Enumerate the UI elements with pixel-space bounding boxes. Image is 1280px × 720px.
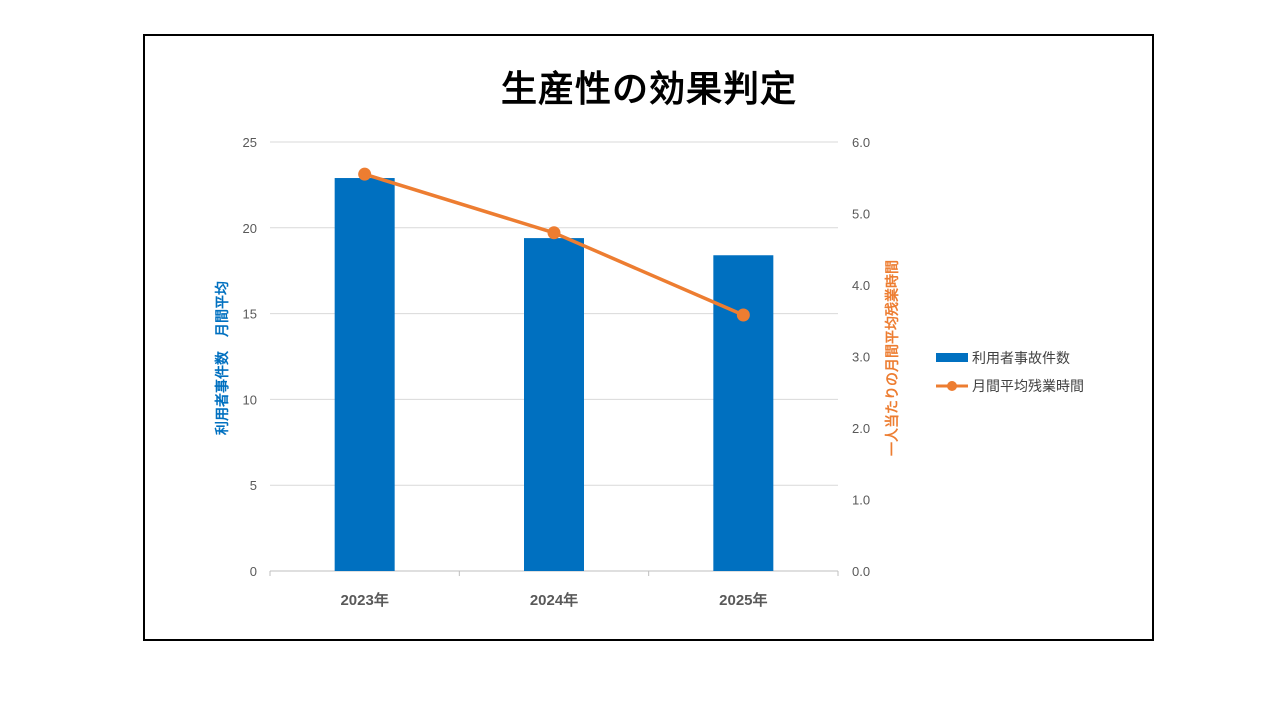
- left-tick-label: 25: [243, 135, 257, 150]
- x-tick-label: 2023年: [340, 591, 388, 609]
- legend-label: 月間平均残業時間: [972, 379, 1084, 395]
- left-axis-ticks: 0 5 10 15 20 25: [243, 135, 257, 579]
- left-tick-label: 0: [250, 564, 257, 579]
- legend-line-marker: [947, 381, 957, 391]
- left-tick-label: 5: [250, 478, 257, 493]
- legend-label: 利用者事故件数: [972, 351, 1070, 367]
- bar-series: [334, 178, 774, 572]
- bar: [524, 238, 584, 571]
- line-point: [736, 308, 750, 322]
- right-axis-title: 一人当たりの月間平均残業時間: [884, 260, 901, 456]
- line-point: [547, 226, 561, 240]
- x-tick-label: 2024年: [530, 591, 578, 609]
- right-tick-label: 6.0: [852, 135, 870, 150]
- bar: [713, 255, 774, 572]
- x-tick-label: 2025年: [719, 591, 767, 609]
- right-tick-label: 2.0: [852, 421, 870, 436]
- right-tick-label: 3.0: [852, 350, 870, 365]
- chart-frame: [143, 34, 1154, 641]
- right-tick-label: 0.0: [852, 564, 870, 579]
- line-series: [358, 167, 750, 322]
- left-tick-label: 20: [243, 221, 257, 236]
- right-tick-label: 1.0: [852, 493, 870, 508]
- bar: [334, 178, 395, 571]
- right-axis-ticks: 0.0 1.0 2.0 3.0 4.0 5.0 6.0: [852, 135, 870, 579]
- left-tick-label: 10: [243, 392, 257, 407]
- right-tick-label: 5.0: [852, 207, 870, 222]
- left-axis-title: 利用者事件数 月間平均: [214, 281, 231, 435]
- line-point: [358, 167, 372, 181]
- chart-title: 生産性の効果判定: [500, 69, 797, 110]
- left-tick-label: 15: [243, 307, 257, 322]
- legend-bar-swatch: [936, 353, 968, 362]
- category-labels: 2023年 2024年 2025年: [340, 591, 767, 609]
- right-tick-label: 4.0: [852, 278, 870, 293]
